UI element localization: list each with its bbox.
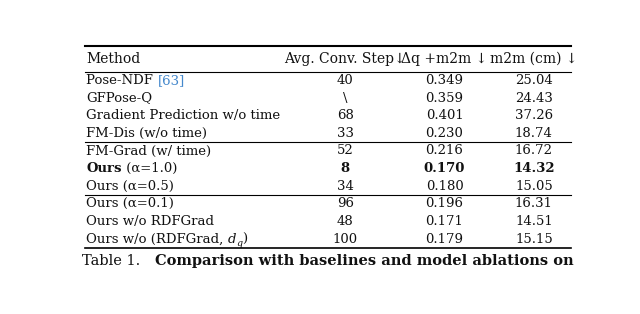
Text: 68: 68 (337, 109, 354, 122)
Text: Avg. Conv. Step↓: Avg. Conv. Step↓ (285, 52, 406, 66)
Text: Ours (α=0.1): Ours (α=0.1) (86, 198, 174, 210)
Text: 16.72: 16.72 (515, 144, 553, 157)
Text: \: \ (343, 91, 348, 105)
Text: 33: 33 (337, 127, 354, 140)
Text: m2m (cm) ↓: m2m (cm) ↓ (490, 52, 577, 66)
Text: Pose-NDF: Pose-NDF (86, 74, 157, 87)
Text: Method: Method (86, 52, 141, 66)
Text: 16.31: 16.31 (515, 198, 553, 210)
Text: 0.196: 0.196 (426, 198, 463, 210)
Text: FM-Grad (w/ time): FM-Grad (w/ time) (86, 144, 212, 157)
Text: Ours w/o (RDFGrad,: Ours w/o (RDFGrad, (86, 233, 228, 246)
Text: 24.43: 24.43 (515, 91, 553, 105)
Text: 48: 48 (337, 215, 354, 228)
Text: 0.359: 0.359 (426, 91, 463, 105)
Text: FM-Dis (w/o time): FM-Dis (w/o time) (86, 127, 207, 140)
Text: 0.401: 0.401 (426, 109, 463, 122)
Text: d: d (228, 233, 236, 246)
Text: q: q (236, 239, 243, 247)
Text: 15.15: 15.15 (515, 233, 553, 246)
Text: 100: 100 (333, 233, 358, 246)
Text: 0.349: 0.349 (426, 74, 463, 87)
Text: 37.26: 37.26 (515, 109, 553, 122)
Text: Ours: Ours (86, 162, 122, 175)
Text: 0.171: 0.171 (426, 215, 463, 228)
Text: Comparison with baselines and model ablations on: Comparison with baselines and model abla… (155, 254, 573, 268)
Text: Ours (α=0.5): Ours (α=0.5) (86, 180, 174, 193)
Text: Δq +m2m ↓: Δq +m2m ↓ (401, 52, 488, 66)
Text: Gradient Prediction w/o time: Gradient Prediction w/o time (86, 109, 280, 122)
Text: 15.05: 15.05 (515, 180, 553, 193)
Text: [63]: [63] (157, 74, 185, 87)
Text: 0.170: 0.170 (424, 162, 465, 175)
Text: GFPose-Q: GFPose-Q (86, 91, 152, 105)
Text: 25.04: 25.04 (515, 74, 553, 87)
Text: 34: 34 (337, 180, 354, 193)
Text: (α=1.0): (α=1.0) (122, 162, 177, 175)
Text: Ours w/o RDFGrad: Ours w/o RDFGrad (86, 215, 214, 228)
Text: 52: 52 (337, 144, 354, 157)
Text: 8: 8 (340, 162, 350, 175)
Text: Table 1.: Table 1. (83, 254, 155, 268)
Text: q: q (236, 235, 243, 244)
Text: 14.32: 14.32 (513, 162, 555, 175)
Text: 0.180: 0.180 (426, 180, 463, 193)
Text: 14.51: 14.51 (515, 215, 553, 228)
Text: ): ) (243, 233, 248, 246)
Text: 40: 40 (337, 74, 354, 87)
Text: 0.179: 0.179 (426, 233, 463, 246)
Text: 18.74: 18.74 (515, 127, 553, 140)
Text: 96: 96 (337, 198, 354, 210)
Text: 0.230: 0.230 (426, 127, 463, 140)
Text: 0.216: 0.216 (426, 144, 463, 157)
